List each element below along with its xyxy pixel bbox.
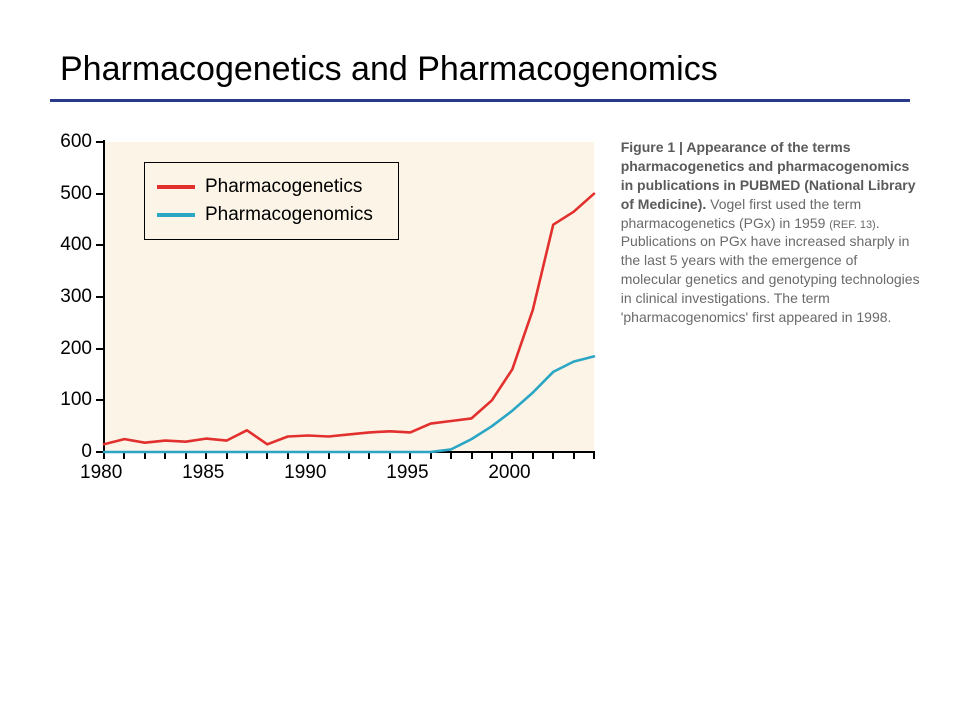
page-title: Pharmacogenetics and Pharmacogenomics: [40, 50, 920, 99]
legend-label: Pharmacogenomics: [205, 201, 373, 229]
legend-swatch: [157, 213, 195, 217]
title-underline: [50, 99, 910, 102]
legend-swatch: [157, 185, 195, 189]
slide: Pharmacogenetics and Pharmacogenomics 01…: [0, 0, 960, 720]
legend-item: Pharmacogenomics: [157, 201, 382, 229]
content-row: 010020030040050060019801985199019952000P…: [40, 132, 920, 512]
x-tick-label: 1995: [386, 462, 428, 484]
caption-ref: (REF. 13): [829, 219, 875, 231]
x-tick-label: 1985: [182, 462, 224, 484]
legend: PharmacogeneticsPharmacogenomics: [144, 162, 399, 240]
x-tick-label: 1980: [80, 462, 122, 484]
caption-body-2: . Publications on PGx have increased sha…: [621, 215, 920, 325]
figure-caption: Figure 1 | Appearance of the terms pharm…: [621, 132, 920, 327]
publications-chart: 010020030040050060019801985199019952000P…: [44, 132, 603, 512]
legend-item: Pharmacogenetics: [157, 173, 382, 201]
x-tick-label: 1990: [284, 462, 326, 484]
legend-label: Pharmacogenetics: [205, 173, 362, 201]
series-line: [104, 356, 594, 452]
x-tick-label: 2000: [488, 462, 530, 484]
